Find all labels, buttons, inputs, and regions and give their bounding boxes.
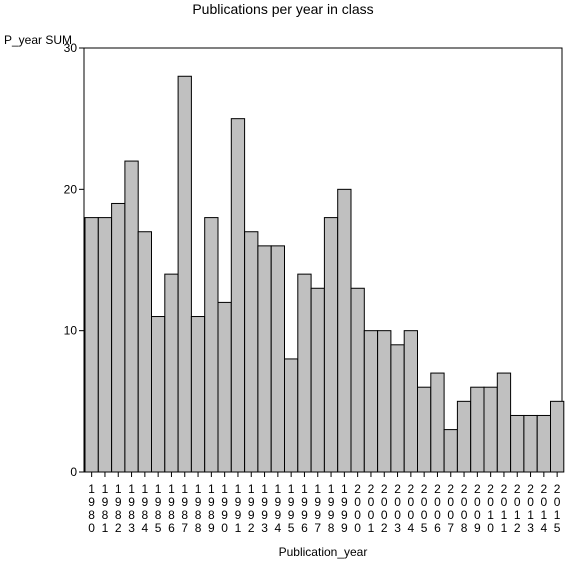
- bar-2010: [483, 386, 498, 473]
- bar-1993: [257, 245, 272, 473]
- bar-2009: [470, 386, 485, 473]
- bar-2013: [523, 414, 538, 473]
- bar-1991: [230, 118, 246, 473]
- x-axis: 1 9 8 0 1 9 8 1 1 9 8 2 1 9 8 3 1 9 8 4 1 9 8 5 1 9 8 6 1 9 8 7 1 9 8 8 1 9 8 9…: [88, 472, 561, 535]
- bar-1986: [164, 273, 179, 473]
- bar-2000: [350, 287, 365, 473]
- bar-1982: [111, 202, 126, 473]
- bar-2004: [403, 330, 419, 473]
- bar-1989: [204, 217, 219, 473]
- y-tick-label: 30: [64, 41, 78, 55]
- chart-title: Publications per year in class: [192, 1, 373, 17]
- bar-1988: [190, 316, 206, 473]
- bar-2011: [496, 372, 512, 473]
- bar-1981: [97, 217, 113, 473]
- bar-2007: [443, 429, 458, 473]
- bar-2012: [510, 414, 525, 473]
- bar-2003: [390, 344, 405, 473]
- y-tick-label: 0: [70, 465, 77, 479]
- bar-1985: [151, 316, 166, 473]
- bar-1996: [297, 273, 312, 473]
- bar-1984: [137, 231, 152, 473]
- y-axis: 0 10 20 30: [64, 41, 84, 479]
- bar-2006: [430, 372, 445, 473]
- bar-1987: [177, 75, 192, 473]
- bar-2001: [363, 330, 379, 473]
- y-tick-label: 20: [64, 182, 78, 196]
- bar-2005: [417, 386, 432, 473]
- bar-1997: [310, 287, 325, 473]
- bar-1990: [217, 301, 232, 473]
- bar-1995: [284, 358, 299, 473]
- bar-1983: [124, 160, 139, 473]
- bar-1980: [84, 217, 99, 473]
- bar-1998: [323, 217, 339, 473]
- bars-group: [84, 75, 565, 473]
- bar-2008: [456, 400, 472, 473]
- bar-1994: [270, 245, 286, 473]
- y-tick-label: 10: [64, 324, 78, 338]
- y-axis-label: P_year SUM: [4, 33, 72, 47]
- bar-2015: [550, 400, 565, 473]
- x-axis-label: Publication_year: [279, 545, 368, 559]
- bar-1992: [244, 231, 259, 473]
- bar-2002: [377, 330, 392, 473]
- bar-1999: [337, 188, 352, 473]
- bar-2014: [536, 414, 552, 473]
